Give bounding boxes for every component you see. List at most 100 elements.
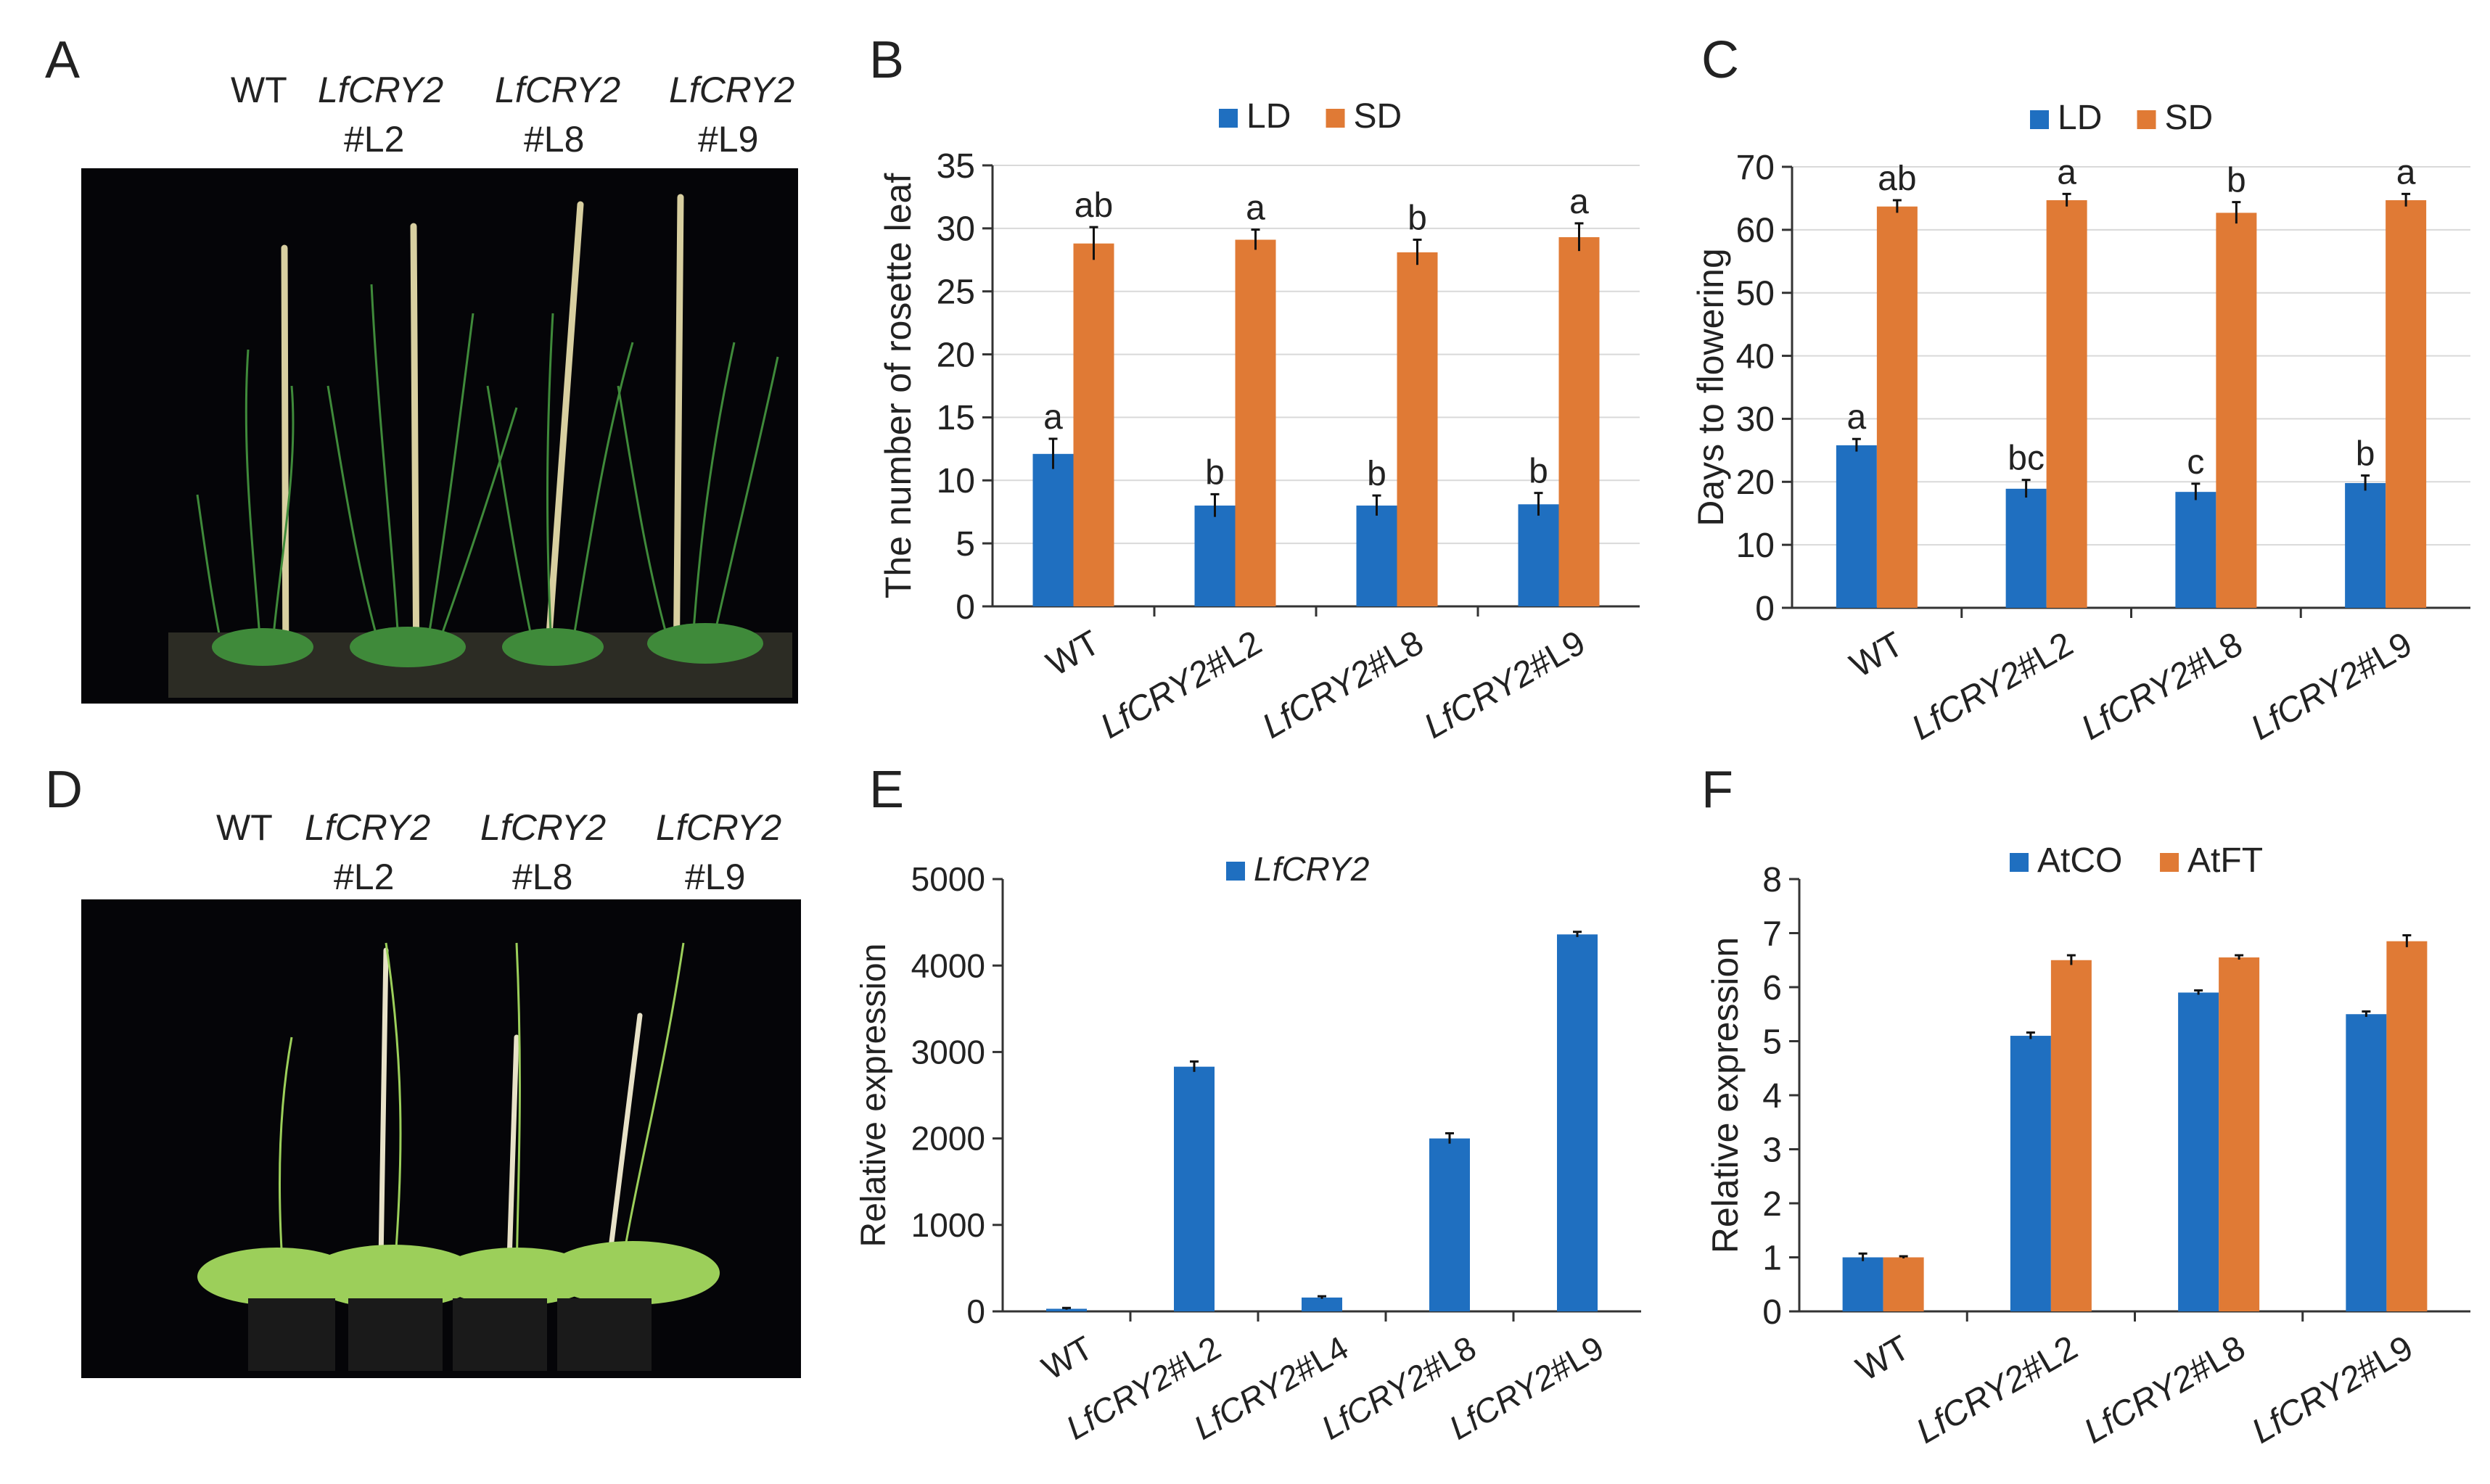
chart-e-bar-lfcry2-3 xyxy=(1429,1138,1470,1311)
chart-f-bar-atft-3 xyxy=(2386,941,2428,1311)
chart-f-xlabel-3: LfCRY2#L9 xyxy=(2245,1329,2420,1451)
chart-e-ytick-label-4: 4000 xyxy=(911,947,985,984)
chart-e-bar-lfcry2-0 xyxy=(1046,1308,1087,1311)
chart-f-ytick-label-3: 3 xyxy=(1762,1131,1782,1169)
chart-b-ytick-label-6: 30 xyxy=(937,210,975,249)
chart-c-legend-swatch-1 xyxy=(2137,110,2156,129)
photo-a-label-l9: #L9 xyxy=(698,119,759,160)
chart-b-bar-sd-2 xyxy=(1397,252,1438,606)
chart-b-letter-sd-2: b xyxy=(1408,199,1427,237)
chart-e-ytick-label-5: 5000 xyxy=(911,860,985,898)
chart-b-bar-ld-1 xyxy=(1194,506,1236,606)
photo-d-label-gene-l8: LfCRY2 xyxy=(480,807,607,848)
chart-c-ytick-label-7: 70 xyxy=(1736,149,1775,187)
chart-e-ytick-label-1: 1000 xyxy=(911,1206,985,1244)
chart-b-legend-label-0: LD xyxy=(1246,97,1291,136)
chart-b-bar-sd-3 xyxy=(1558,237,1600,606)
photo-a-label-gene-l9: LfCRY2 xyxy=(669,70,795,110)
chart-b-bar-sd-1 xyxy=(1235,239,1276,606)
plant-photo-a xyxy=(81,168,798,704)
photo-d-label-l8: #L8 xyxy=(512,857,573,897)
chart-c-ytick-label-5: 50 xyxy=(1736,275,1775,313)
chart-f-ytick-label-0: 0 xyxy=(1762,1293,1782,1332)
chart-b-ytick-label-3: 15 xyxy=(937,399,975,437)
chart-c-bar-ld-1 xyxy=(2005,488,2047,608)
chart-c-bar-sd-3 xyxy=(2386,200,2427,608)
chart-c-bar-sd-0 xyxy=(1876,206,1918,609)
chart-b-letter-ld-1: b xyxy=(1205,453,1225,492)
chart-f-ytick-label-2: 2 xyxy=(1762,1185,1782,1224)
chart-b-legend-label-1: SD xyxy=(1354,97,1402,136)
chart-c-bar-sd-1 xyxy=(2046,200,2087,608)
chart-c-bar-sd-2 xyxy=(2216,213,2257,608)
chart-f-bar-atco-3 xyxy=(2346,1014,2387,1311)
chart-f-bar-atft-2 xyxy=(2219,957,2260,1311)
photo-a-label-gene-l8: LfCRY2 xyxy=(495,70,621,110)
chart-c-ytick-label-3: 30 xyxy=(1736,400,1775,439)
chart-b-ylabel: The number of rosette leaf xyxy=(878,173,919,599)
chart-b-ytick-label-5: 25 xyxy=(937,273,975,312)
photo-d-label-l9: #L9 xyxy=(685,857,746,897)
photo-a-label-wt: WT xyxy=(231,70,287,110)
chart-f-ytick-label-6: 6 xyxy=(1762,969,1782,1007)
chart-f-legend-label-0: AtCO xyxy=(2037,841,2122,880)
chart-c-ytick-label-4: 40 xyxy=(1736,337,1775,376)
chart-f-xlabel-1-gene: LfCRY2 xyxy=(1910,1358,2034,1451)
panel-letter-b: B xyxy=(869,31,905,89)
chart-f-bar-atft-0 xyxy=(1883,1257,1924,1311)
chart-b-ytick-label-2: 10 xyxy=(937,462,975,500)
chart-c-bar-ld-2 xyxy=(2175,492,2216,608)
chart-b-ytick-label-0: 0 xyxy=(956,588,975,627)
chart-c-letter-sd-2: b xyxy=(2227,162,2246,200)
chart-f-legend-label-1: AtFT xyxy=(2187,841,2263,880)
panel-letter-f: F xyxy=(1701,761,1733,819)
chart-c-letter-ld-1: bc xyxy=(2008,440,2045,478)
photo-a-label-l2: #L2 xyxy=(344,119,405,160)
chart-f-legend-swatch-0 xyxy=(2010,853,2029,872)
chart-b-ytick-label-7: 35 xyxy=(937,147,975,186)
chart-e-ytick-label-3: 3000 xyxy=(911,1034,985,1071)
chart-b-bar-ld-0 xyxy=(1032,453,1074,606)
chart-f-xlabel-2: LfCRY2#L8 xyxy=(2078,1329,2252,1451)
chart-b-legend-swatch-1 xyxy=(1326,109,1345,128)
chart-c-ytick-label-2: 20 xyxy=(1736,463,1775,502)
chart-e-legend-swatch-0 xyxy=(1226,862,1245,881)
chart-f-xlabel-1: LfCRY2#L2 xyxy=(1910,1329,2084,1451)
chart-c-ytick-label-0: 0 xyxy=(1755,590,1775,628)
chart-b-bar-ld-2 xyxy=(1356,506,1397,606)
chart-e-ytick-label-0: 0 xyxy=(966,1293,985,1330)
chart-f-ytick-label-1: 1 xyxy=(1762,1239,1782,1277)
chart-f-bar-atco-2 xyxy=(2178,992,2219,1311)
chart-e-ylabel: Relative expression xyxy=(855,944,893,1248)
chart-f-xlabel-2-gene: LfCRY2 xyxy=(2078,1358,2202,1451)
chart-b-ytick-label-4: 20 xyxy=(937,336,975,374)
photo-a-label-l8: #L8 xyxy=(524,119,585,160)
chart-b-legend-swatch-0 xyxy=(1219,109,1238,128)
chart-b-letter-ld-0: a xyxy=(1043,398,1063,437)
chart-f-bar-atft-1 xyxy=(2050,960,2092,1311)
panel-letter-d: D xyxy=(45,761,83,819)
chart-c-ytick-label-1: 10 xyxy=(1736,527,1775,565)
chart-c-letter-sd-1: a xyxy=(2057,153,2076,191)
chart-f-ytick-label-4: 4 xyxy=(1762,1077,1782,1116)
chart-f-legend-swatch-1 xyxy=(2160,853,2179,872)
photo-d-label-wt: WT xyxy=(216,807,273,848)
chart-c-letter-sd-3: a xyxy=(2396,153,2416,191)
chart-f-bar-atco-1 xyxy=(2010,1036,2051,1311)
chart-c-letter-sd-0: ab xyxy=(1878,160,1916,198)
chart-f-ytick-label-8: 8 xyxy=(1762,861,1782,899)
panel-letter-c: C xyxy=(1701,31,1739,89)
chart-f-xlabel-3-gene: LfCRY2 xyxy=(2245,1358,2370,1451)
plant-photo-a-drawing xyxy=(168,194,792,698)
chart-e-ytick-label-2: 2000 xyxy=(911,1120,985,1158)
photo-a-label-gene-l2: LfCRY2 xyxy=(318,70,444,110)
chart-b-ytick-label-1: 5 xyxy=(956,525,975,564)
chart-e-bar-lfcry2-1 xyxy=(1174,1066,1215,1311)
chart-b-bar-sd-0 xyxy=(1073,243,1114,606)
chart-c-legend-swatch-0 xyxy=(2030,110,2049,129)
chart-c-bar-ld-3 xyxy=(2345,483,2386,608)
chart-c-ylabel: Days to flowering xyxy=(1690,248,1731,527)
